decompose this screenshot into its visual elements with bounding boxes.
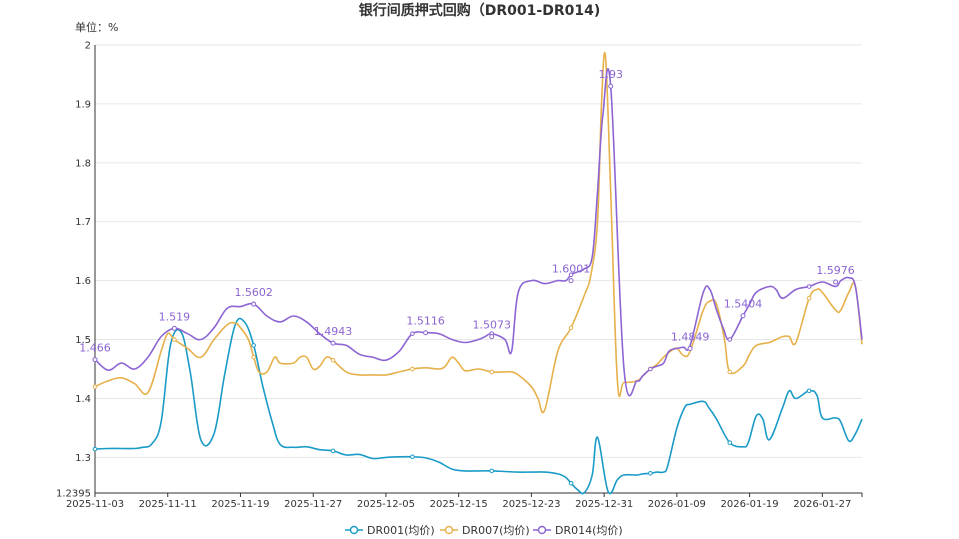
legend-item-dr007[interactable]: DR007(均价)	[440, 524, 530, 537]
grid-lines	[95, 44, 862, 458]
x-tick-label: 2025-11-27	[284, 499, 342, 510]
data-point-dr001	[410, 454, 415, 460]
annotated-point	[251, 301, 257, 307]
data-point-dr014	[648, 366, 653, 372]
x-tick-label: 2026-01-09	[648, 499, 706, 510]
x-tick-label: 2025-11-11	[139, 499, 197, 510]
data-point-dr014	[568, 272, 574, 278]
legend-label: DR014(均价)	[555, 524, 623, 537]
x-tick-label: 2026-01-27	[793, 499, 851, 510]
y-tick-label: 1.7	[75, 217, 91, 228]
legend-marker-icon	[444, 525, 454, 535]
data-label: 1.519	[159, 310, 191, 323]
data-point-dr007	[727, 369, 733, 375]
y-axis-ticks: 1.2395 1.3 1.4 1.5 1.6 1.7 1.8 1.9 2	[56, 41, 91, 500]
data-point-dr007	[568, 325, 574, 331]
x-tick-label: 2026-01-19	[721, 499, 779, 510]
annotated-point	[687, 345, 693, 351]
y-tick-label: 1.9	[75, 99, 91, 110]
annotated-point	[92, 357, 98, 363]
series-points	[92, 83, 839, 486]
annotated-point	[330, 340, 336, 346]
data-point-dr007	[251, 354, 256, 360]
data-point-dr007	[806, 296, 812, 301]
data-point-dr007	[330, 357, 336, 363]
chart-title: 银行间质押式回购（DR001-DR014)	[359, 2, 600, 19]
data-point-dr007	[410, 366, 415, 372]
x-tick-label: 2025-12-31	[575, 499, 633, 510]
data-labels: 1.466 1.519 1.5602 1.4943 1.5116 1.5073 1.6001…	[79, 68, 855, 354]
data-point-dr001	[568, 480, 574, 486]
data-point-dr007	[172, 337, 177, 342]
annotated-point	[833, 279, 839, 285]
legend-item-dr001[interactable]: DR001(均价)	[345, 524, 435, 537]
data-label: 1.5404	[724, 298, 763, 311]
data-point-dr001	[489, 468, 495, 474]
data-label: 1.5602	[234, 286, 273, 299]
legend[interactable]: DR001(均价) DR007(均价) DR014(均价)	[345, 524, 623, 537]
y-tick-label: 1.6	[75, 276, 91, 287]
x-tick-label: 2025-11-19	[211, 499, 269, 510]
y-tick-label: 1.8	[75, 158, 91, 169]
data-point-dr007	[489, 369, 495, 375]
y-tick-label: 1.4	[75, 394, 91, 405]
axes	[94, 45, 862, 494]
x-tick-label: 2025-12-15	[430, 499, 488, 510]
x-tick-label: 2025-12-23	[502, 499, 560, 510]
annotated-point	[740, 313, 746, 319]
data-label: 1.5073	[472, 319, 511, 332]
annotated-point	[423, 330, 429, 336]
legend-marker-icon	[349, 525, 359, 535]
legend-label: DR007(均价)	[462, 524, 530, 537]
annotated-point	[608, 83, 614, 89]
data-label: 1.6001	[552, 263, 591, 276]
data-label: 1.466	[79, 342, 111, 355]
legend-item-dr014[interactable]: DR014(均价)	[533, 524, 623, 537]
x-axis-ticks: 2025-11-03 2025-11-11 2025-11-19 2025-11-27…	[66, 493, 863, 510]
data-label: 1.93	[598, 68, 623, 81]
series-lines	[94, 52, 863, 495]
unit-label: 单位：%	[75, 20, 118, 34]
series-line-dr014	[94, 68, 863, 397]
y-tick-label: 1.2395	[56, 489, 91, 500]
data-point-dr014	[806, 284, 812, 289]
data-label: 1.4849	[671, 330, 710, 343]
data-point-dr014	[727, 337, 733, 342]
data-point-dr001	[806, 388, 812, 394]
x-tick-label: 2025-11-03	[66, 499, 124, 510]
x-tick-label: 2025-12-05	[357, 499, 415, 510]
y-tick-label: 2	[85, 41, 91, 52]
data-label: 1.5116	[406, 315, 445, 328]
annotated-point	[171, 325, 177, 331]
annotated-point	[489, 334, 495, 340]
legend-marker-icon	[537, 525, 547, 535]
data-point-dr014	[410, 331, 415, 336]
data-point-dr007	[92, 384, 98, 389]
data-point-dr001	[330, 448, 336, 454]
data-point-dr001	[727, 440, 733, 445]
annotated-point	[568, 278, 574, 284]
data-label: 1.5976	[816, 264, 855, 277]
data-point-dr001	[251, 343, 256, 348]
data-point-dr001	[92, 446, 98, 452]
data-label: 1.4943	[314, 325, 353, 338]
data-point-dr001	[648, 470, 653, 476]
y-tick-label: 1.5	[75, 335, 91, 346]
legend-label: DR001(均价)	[367, 524, 435, 537]
series-line-dr001	[94, 317, 863, 495]
series-line-dr007	[94, 52, 863, 414]
y-tick-label: 1.3	[75, 453, 91, 464]
